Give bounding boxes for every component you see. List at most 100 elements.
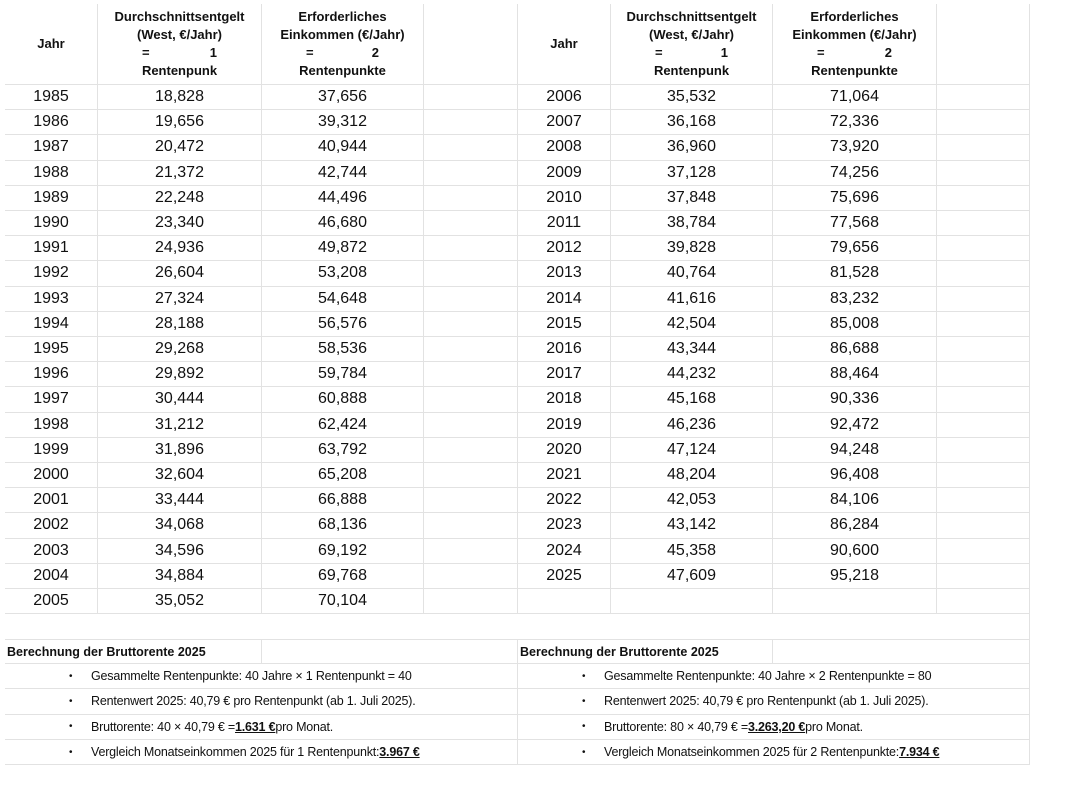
text: 73,920 [830,138,879,156]
table-cell: 2021 [518,463,611,489]
table-cell [611,589,773,615]
bullet-item: Gesammelte Rentenpunkte: 40 Jahre × 2 Re… [518,664,1030,690]
table-cell: 2002 [5,513,98,539]
table-cell: 19,656 [98,110,262,136]
table-cell [937,286,1030,312]
table-cell: 1999 [5,437,98,463]
table-cell: 68,136 [262,513,424,539]
table-cell: 43,344 [611,337,773,363]
text: 68,136 [318,516,367,534]
text: 77,568 [830,214,879,232]
table-cell [424,185,518,211]
text: 49,872 [318,239,367,257]
table-cell: 21,372 [98,160,262,186]
bullet-item: Rentenwert 2025: 40,79 € pro Rentenpunkt… [5,689,518,715]
text: 2000 [33,466,69,484]
text: 46,236 [667,415,716,433]
text: 2008 [546,138,582,156]
text: Einkommen (€/Jahr) [792,27,917,42]
table-cell: 37,656 [262,85,424,111]
table-cell: 70,104 [262,589,424,615]
table-cell [424,513,518,539]
table-cell [937,110,1030,136]
table-cell: 47,124 [611,437,773,463]
table-cell [773,589,937,615]
text: Vergleich Monatseinkommen 2025 für 2 Ren… [604,745,900,760]
table-cell: 2008 [518,135,611,161]
table-cell: 1996 [5,362,98,388]
text: 3.263,20 € [748,719,806,734]
table-cell: 62,424 [262,412,424,438]
table-cell: 24,936 [98,236,262,262]
table-cell: 53,208 [262,261,424,287]
text: 36,168 [667,113,716,131]
table-cell: 2023 [518,513,611,539]
text: Gesammelte Rentenpunkte: 40 Jahre × 1 Re… [91,669,412,684]
text: 58,536 [318,340,367,358]
text: 2025 [546,566,582,584]
text: (West, €/Jahr) [136,27,222,42]
text: 28,188 [155,314,204,332]
table-cell: 48,204 [611,463,773,489]
table-cell [424,85,518,111]
text: 1988 [33,163,69,181]
table-cell: 44,232 [611,362,773,388]
text: Durchschnittsentgelt [114,9,245,24]
table-cell: 2018 [518,387,611,413]
text: 59,784 [318,365,367,383]
text: 2021 [546,466,582,484]
table-cell [424,337,518,363]
text: 23,340 [155,214,204,232]
text: 32,604 [155,466,204,484]
text: 48,204 [667,466,716,484]
table-cell [424,261,518,287]
text: Rentenpunk [653,63,730,78]
text: 2024 [546,541,582,559]
text: 2012 [546,239,582,257]
table-cell [518,589,611,615]
text: 36,960 [667,138,716,156]
text: Gesammelte Rentenpunkte: 40 Jahre × 2 Re… [604,669,932,684]
table-cell: 2001 [5,488,98,514]
table-cell [937,261,1030,287]
table-cell: 1998 [5,412,98,438]
table-cell [424,110,518,136]
text: 24,936 [155,239,204,257]
table-cell: 2003 [5,538,98,564]
text: 85,008 [830,314,879,332]
table-cell: 40,764 [611,261,773,287]
text: 31,212 [155,415,204,433]
table-cell: 75,696 [773,185,937,211]
table-cell: 27,324 [98,286,262,312]
table-cell: 42,744 [262,160,424,186]
table-cell: 2022 [518,488,611,514]
text: 46,680 [318,214,367,232]
table-cell: 54,648 [262,286,424,312]
text: 22,248 [155,188,204,206]
table-cell: 36,168 [611,110,773,136]
text: pro Monat. [805,719,863,734]
text: 2006 [546,88,582,106]
text: 86,688 [830,340,879,358]
text: 1997 [33,390,69,408]
text: 86,284 [830,516,879,534]
table-cell: 42,053 [611,488,773,514]
text: pro Monat. [275,719,334,734]
bullet-item: Rentenwert 2025: 40,79 € pro Rentenpunkt… [518,689,1030,715]
text: 1.631 € [235,719,276,734]
text: 75,696 [830,188,879,206]
bullet-item: Vergleich Monatseinkommen 2025 für 1 Ren… [5,739,518,766]
table-cell: 47,609 [611,563,773,589]
text: Bruttorente: 40 × 40,79 € = [91,719,236,734]
table-cell [937,513,1030,539]
table-cell: 1989 [5,185,98,211]
text: 2002 [33,516,69,534]
table-cell: 2019 [518,412,611,438]
text: 2003 [33,541,69,559]
table-cell: 60,888 [262,387,424,413]
table-cell: 45,168 [611,387,773,413]
text: Erforderliches [298,9,387,24]
header-cell: Durchschnittsentgelt (West, €/Jahr) = 1 Ren… [98,4,262,85]
text: 1987 [33,138,69,156]
text: Jahr [37,36,65,51]
